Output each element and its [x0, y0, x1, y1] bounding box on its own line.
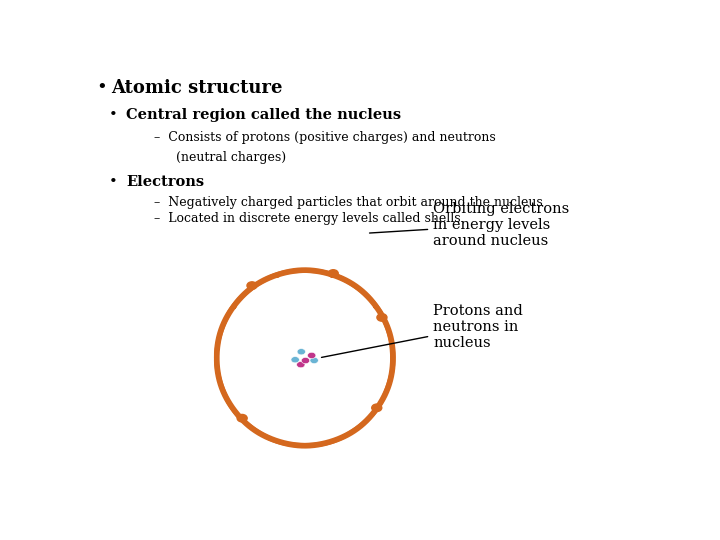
Circle shape [297, 361, 305, 368]
Text: –  Consists of protons (positive charges) and neutrons: – Consists of protons (positive charges)… [154, 131, 496, 144]
Circle shape [237, 415, 247, 422]
Text: (neutral charges): (neutral charges) [176, 151, 287, 164]
Circle shape [377, 314, 387, 321]
Text: –  Negatively charged particles that orbit around the nucleus: – Negatively charged particles that orbi… [154, 196, 543, 209]
Circle shape [301, 357, 310, 363]
Circle shape [291, 356, 300, 363]
Text: •: • [109, 175, 117, 189]
Circle shape [247, 282, 257, 289]
Text: Protons and
neutrons in
nucleus: Protons and neutrons in nucleus [322, 303, 523, 357]
Text: Electrons: Electrons [126, 175, 204, 189]
Circle shape [372, 404, 382, 411]
Circle shape [310, 357, 318, 363]
Text: Atomic structure: Atomic structure [111, 79, 283, 97]
Text: –  Located in discrete energy levels called shells: – Located in discrete energy levels call… [154, 212, 461, 225]
Text: Central region called the nucleus: Central region called the nucleus [126, 109, 401, 123]
Text: •: • [96, 79, 107, 97]
Circle shape [307, 352, 316, 359]
Circle shape [297, 349, 305, 355]
Circle shape [328, 269, 338, 277]
Text: •: • [109, 109, 117, 123]
Text: Orbiting electrons
in energy levels
around nucleus: Orbiting electrons in energy levels arou… [369, 201, 570, 248]
